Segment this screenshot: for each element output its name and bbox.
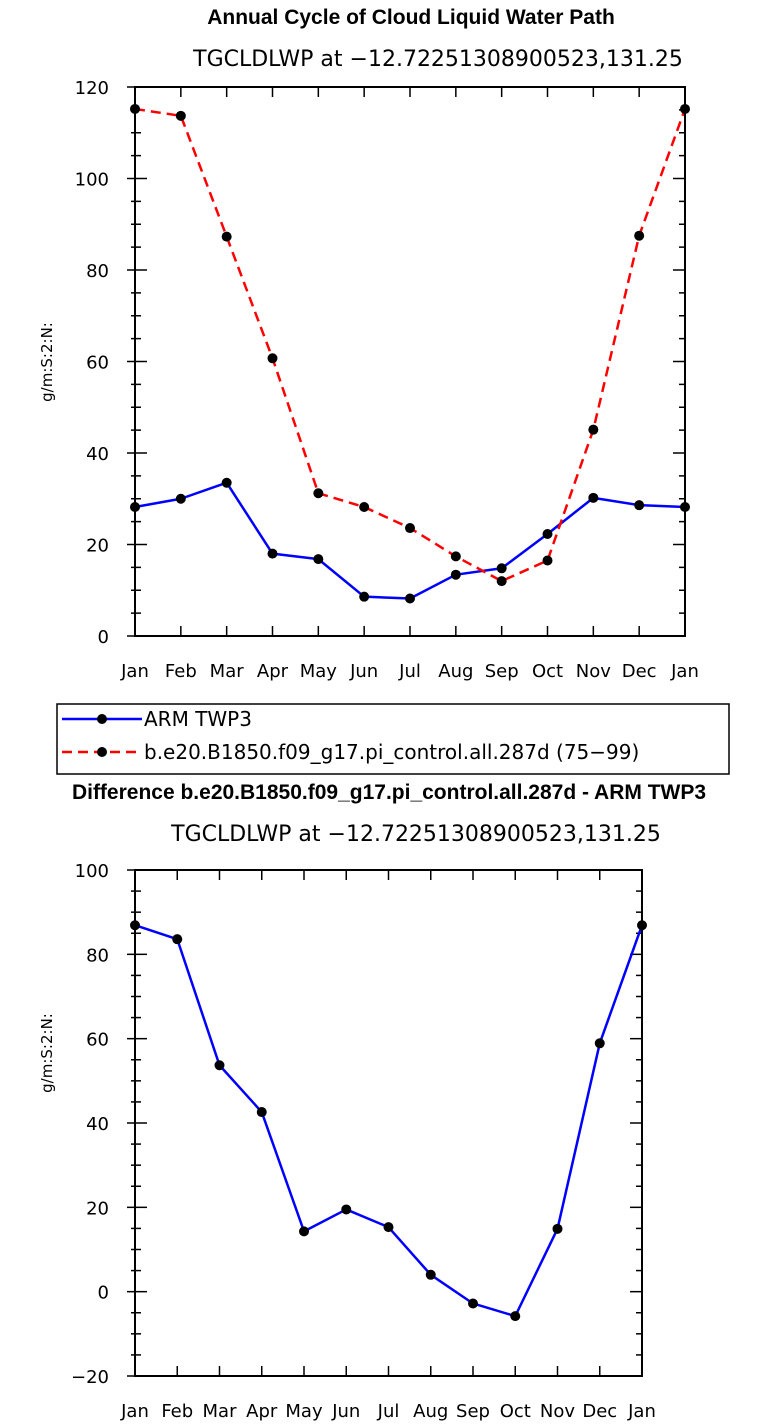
bottom-chart-ticks: Jan Feb Mar Apr May Jun Jul Aug Sep Oct Nov Dec Jan−… [71,861,656,1422]
top-series-1-point [450,551,461,562]
top-y-tick-label: 20 [86,536,109,557]
bottom-x-tick-label: Mar [203,1401,238,1422]
top-series-1-point [175,110,186,121]
top-series-0-point [634,500,645,511]
bottom-series-0-point [256,1107,267,1118]
bottom-series-0-point [510,1311,521,1322]
legend-label-model: b.e20.B1850.f09_g17.pi_control.all.287d … [144,740,639,764]
bottom-x-tick-label: Oct [500,1401,531,1422]
top-series-1-point [359,501,370,512]
bottom-x-tick-label: Jan [120,1401,149,1422]
top-x-tick-label: Nov [576,661,611,682]
bottom-series-0-point [299,1226,309,1237]
top-series-1-point [405,523,415,534]
bottom-y-tick-label: 0 [98,1283,109,1304]
top-x-tick-label: Dec [622,661,657,682]
bottom-y-tick-label: 100 [75,861,109,882]
top-y-tick-label: 120 [75,78,109,99]
top-series-0-point [405,593,415,604]
bottom-y-tick-label: −20 [71,1367,109,1388]
bottom-series-line-0 [134,924,644,1318]
top-x-tick-label: Sep [485,661,519,682]
top-chart-series [130,103,690,604]
top-series-0-point [588,492,599,503]
top-series-line-1 [134,107,687,583]
bottom-x-tick-label: Jul [377,1401,400,1422]
top-chart-title: Annual Cycle of Cloud Liquid Water Path [207,6,615,29]
bottom-chart: Difference b.e20.B1850.f09_g17.pi_contro… [38,781,706,1422]
bottom-chart-title: Difference b.e20.B1850.f09_g17.pi_contro… [72,781,706,804]
top-x-tick-label: Jul [398,661,421,682]
bottom-chart-subtitle: TGCLDLWP at −12.72251308900523,131.25 [170,822,661,847]
bottom-x-tick-label: Nov [540,1401,575,1422]
bottom-series-0-point [594,1038,605,1049]
legend: ARM TWP3 b.e20.B1850.f09_g17.pi_control.… [56,703,730,775]
top-x-tick-label: Jan [670,661,699,682]
top-series-1-point [634,230,645,241]
top-series-1-point [588,424,599,435]
top-y-tick-label: 0 [98,627,109,648]
top-series-0-point [175,493,186,504]
top-x-tick-label: Jan [120,661,149,682]
top-y-tick-label: 80 [86,261,109,282]
bottom-y-tick-label: 20 [86,1198,109,1219]
top-x-tick-label: Oct [532,661,563,682]
top-chart-ticks: Jan Feb Mar Apr May Jun Jul Aug Sep Oct Nov Dec Jan 0… [75,78,699,682]
bottom-x-tick-label: Dec [582,1401,617,1422]
bottom-x-tick-label: May [285,1401,323,1422]
top-x-tick-label: Mar [210,661,245,682]
bottom-y-tick-label: 80 [86,945,109,966]
top-series-0-point [542,528,553,539]
top-series-0-point [221,477,232,488]
bottom-y-tick-label: 40 [86,1114,109,1135]
bottom-series-0-point [172,934,183,945]
bottom-chart-frame [134,869,643,1377]
top-chart-y-axis-label: g/m:S:2:N: [38,322,56,402]
top-chart-frame [134,86,686,637]
legend-label-arm: ARM TWP3 [144,707,252,731]
bottom-series-0-point [383,1222,394,1233]
bottom-x-tick-label: Jun [331,1401,360,1422]
top-chart-subtitle: TGCLDLWP at −12.72251308900523,131.25 [192,47,683,72]
top-series-0-point [313,554,324,565]
top-series-0-point [496,563,507,574]
bottom-chart-series [130,920,647,1322]
legend-box [56,703,730,775]
legend-marker-arm [97,714,107,724]
top-series-line-0 [134,481,686,600]
top-series-0-point [450,569,461,580]
top-series-1-point [496,576,507,587]
bottom-series-0-point [425,1269,436,1280]
bottom-series-0-point [214,1060,225,1071]
bottom-series-0-point [468,1298,478,1309]
top-x-tick-label: Jun [349,661,378,682]
bottom-x-tick-label: Jan [627,1401,656,1422]
legend-entry-model: b.e20.B1850.f09_g17.pi_control.all.287d … [62,740,639,764]
bottom-chart-y-axis-label: g/m:S:2:N: [38,1013,56,1093]
bottom-y-tick-label: 60 [86,1030,109,1051]
top-x-tick-label: Apr [257,661,289,682]
top-series-0-point [359,591,370,602]
top-chart: Annual Cycle of Cloud Liquid Water Path … [38,6,699,682]
legend-marker-model [97,747,107,757]
top-series-1-point [267,353,278,364]
top-x-tick-label: Aug [438,661,473,682]
top-series-0-point [267,548,278,559]
bottom-x-tick-label: Aug [413,1401,448,1422]
bottom-series-0-point [552,1223,563,1234]
top-y-tick-label: 60 [86,353,109,374]
top-series-1-point [221,231,232,242]
bottom-x-tick-label: Apr [246,1401,278,1422]
top-series-1-point [542,555,553,566]
top-y-tick-label: 100 [75,170,109,191]
top-y-tick-label: 40 [86,444,109,465]
legend-entry-arm: ARM TWP3 [62,707,252,731]
top-x-tick-label: Feb [165,661,197,682]
top-x-tick-label: May [300,661,338,682]
bottom-x-tick-label: Sep [456,1401,490,1422]
top-series-1-point [313,488,324,499]
bottom-x-tick-label: Feb [161,1401,193,1422]
bottom-series-0-point [341,1204,352,1215]
